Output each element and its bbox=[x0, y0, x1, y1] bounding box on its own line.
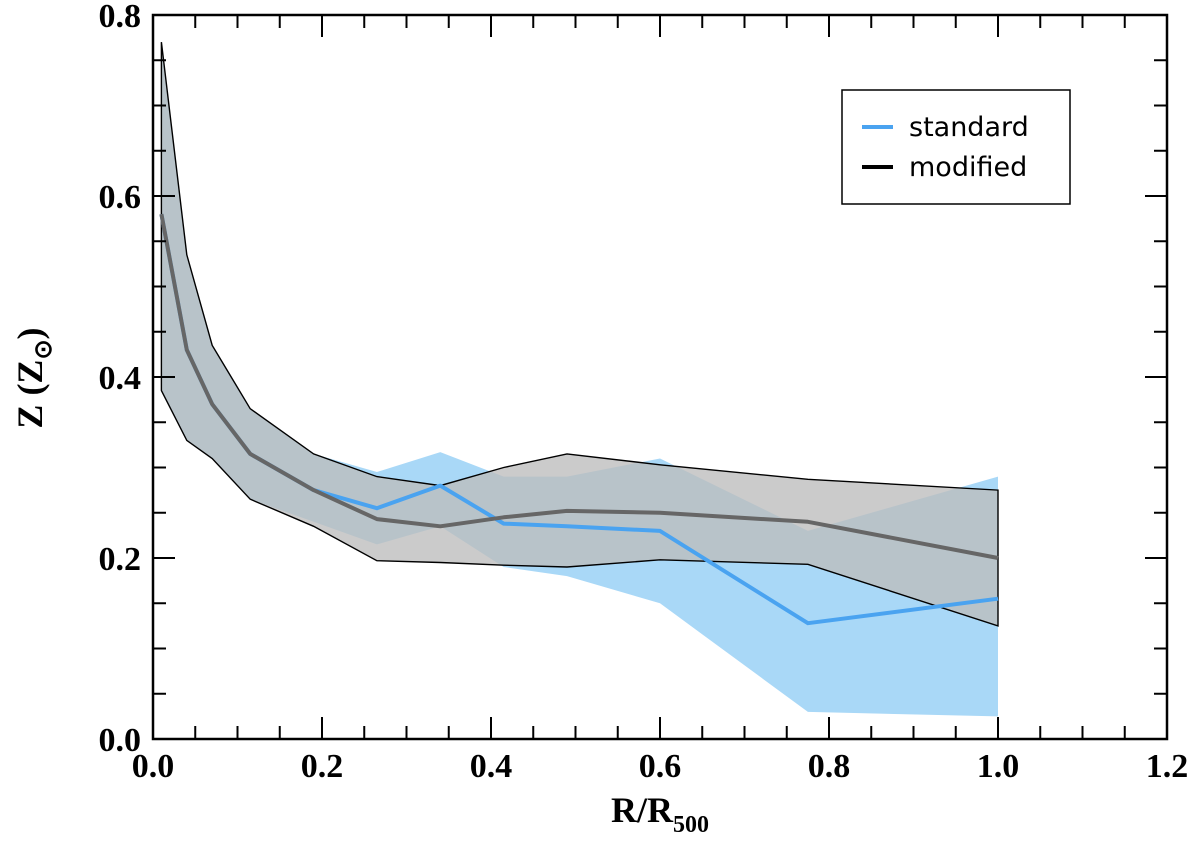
series-lines bbox=[159, 213, 999, 626]
y-tick-label: 0.4 bbox=[99, 360, 142, 397]
x-axis-title: R/R500 bbox=[611, 790, 709, 838]
x-tick-label: 0.2 bbox=[301, 748, 344, 785]
legend: standard modified bbox=[841, 89, 1071, 205]
x-axis-title-sub: 500 bbox=[673, 812, 709, 838]
y-tick-label: 0.2 bbox=[99, 541, 142, 578]
y-tick-label: 0.0 bbox=[99, 722, 142, 759]
y-axis-title-close: ) bbox=[10, 327, 50, 339]
x-tick-label: 1.0 bbox=[977, 748, 1020, 785]
x-tick-label: 0.4 bbox=[470, 748, 513, 785]
x-tick-label: 0.6 bbox=[639, 748, 682, 785]
x-tick-label: 0.0 bbox=[132, 748, 175, 785]
legend-label-modified: modified bbox=[909, 152, 1027, 183]
line-modified bbox=[159, 213, 999, 560]
y-axis-title-main: Z (Z bbox=[10, 360, 50, 429]
y-tick-labels: 0.0 0.2 0.4 0.6 0.8 bbox=[99, 0, 142, 759]
x-tick-label: 0.8 bbox=[808, 748, 851, 785]
band-modified bbox=[160, 42, 999, 627]
y-tick-label: 0.8 bbox=[99, 0, 142, 35]
x-tick-label: 1.2 bbox=[1146, 748, 1189, 785]
plot-frame bbox=[151, 13, 1169, 741]
x-tick-labels: 0.0 0.2 0.4 0.6 0.8 1.0 1.2 bbox=[132, 748, 1189, 785]
y-axis-title: Z (Z⊙) bbox=[10, 327, 57, 428]
y-axis-title-sub: ⊙ bbox=[31, 339, 57, 359]
x-axis-title-main: R/R bbox=[611, 790, 674, 830]
confidence-bands bbox=[160, 42, 999, 717]
legend-label-standard: standard bbox=[909, 112, 1029, 143]
legend-box bbox=[841, 89, 1071, 205]
y-tick-label: 0.6 bbox=[99, 179, 142, 216]
